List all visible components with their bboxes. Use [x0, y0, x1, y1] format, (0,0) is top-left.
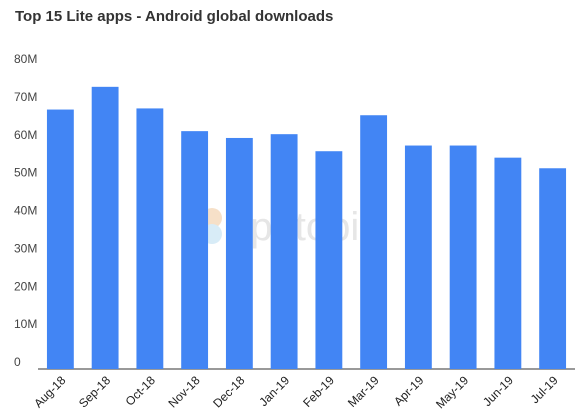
- bar-aug-18: [46, 109, 74, 370]
- y-tick-label: 40M: [14, 204, 37, 218]
- watermark-text: apptopia: [228, 205, 382, 249]
- x-tick-label: Oct-18: [123, 373, 159, 409]
- x-tick-label: Jul-19: [528, 373, 561, 406]
- bar-mar-19: [360, 115, 388, 369]
- x-tick-label: Sep-18: [76, 373, 113, 410]
- y-tick-label: 30M: [14, 241, 37, 255]
- x-tick-label: Jun-19: [480, 373, 516, 409]
- bar-dec-18: [225, 137, 253, 369]
- y-tick-label: 10M: [14, 317, 37, 331]
- x-tick-label: May-19: [433, 373, 471, 411]
- bar-nov-18: [181, 131, 209, 369]
- bar-feb-19: [315, 151, 343, 369]
- x-tick-label: Feb-19: [300, 373, 337, 410]
- bar-jul-19: [539, 168, 567, 369]
- x-tick-label: Apr-19: [391, 373, 427, 409]
- y-tick-label: 60M: [14, 128, 37, 142]
- bar-jun-19: [494, 157, 522, 369]
- bar-jan-19: [270, 134, 298, 369]
- bar-may-19: [449, 145, 477, 369]
- y-tick-label: 80M: [14, 52, 37, 66]
- x-tick-label: Jan-19: [256, 373, 292, 409]
- y-tick-label: 20M: [14, 279, 37, 293]
- y-tick-label: 0: [14, 355, 21, 369]
- x-tick-label: Nov-18: [165, 373, 202, 410]
- y-tick-label: 50M: [14, 166, 37, 180]
- bar-oct-18: [136, 108, 164, 370]
- chart-title: Top 15 Lite apps - Android global downlo…: [15, 8, 334, 25]
- bar-sep-18: [91, 86, 119, 370]
- x-tick-label: Mar-19: [345, 373, 382, 410]
- y-tick-label: 70M: [14, 90, 37, 104]
- bar-apr-19: [404, 145, 432, 369]
- x-tick-label: Aug-18: [31, 373, 68, 410]
- x-tick-label: Dec-18: [210, 373, 247, 410]
